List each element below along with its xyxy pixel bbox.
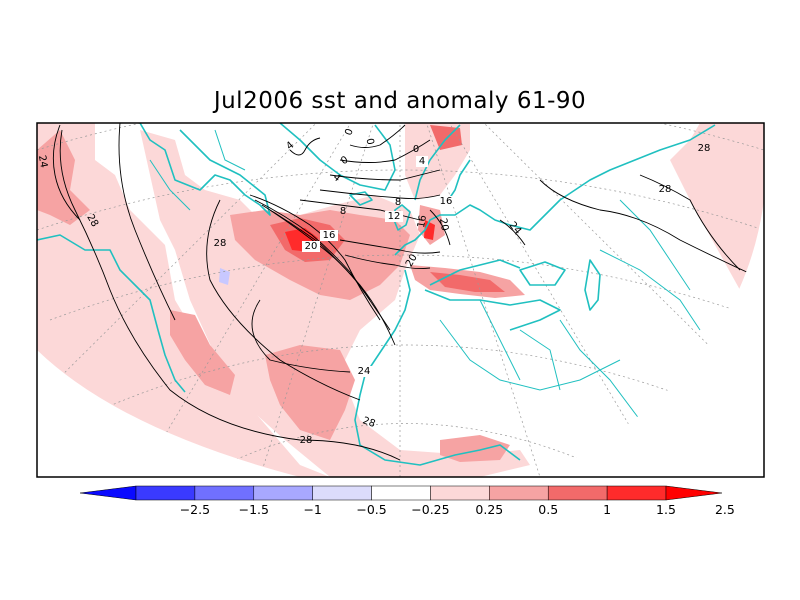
colorbar-tick-label: −1 [303, 502, 321, 517]
colorbar-tick-label: −2.5 [180, 502, 210, 517]
page-title: Jul2006 sst and anomaly 61-90 [213, 88, 587, 114]
contour-label: 28 [698, 143, 711, 154]
colorbar: −2.5 −1.5 −1 −0.5 −0.25 0.25 0.5 1 1.5 2.5 [79, 485, 735, 517]
coast-black-sea [519, 261, 566, 286]
contour-label-text: 24 [507, 220, 524, 237]
colorbar-box [547, 485, 608, 501]
contour-label: 8 [395, 197, 401, 208]
anomaly-region-east [670, 123, 764, 310]
contour-label: 28 [659, 184, 672, 195]
contour-label: 24 [507, 220, 524, 237]
contour-label-text: 12 [388, 211, 401, 222]
colorbar-tick-label: 1.5 [656, 502, 676, 517]
contour-label: 4 [284, 140, 296, 153]
contour-label: 0 [413, 144, 419, 155]
colorbar-tick-label: −0.25 [411, 502, 449, 517]
map-area: 24 28 28 28 28 24 28 28 0 0 0 0 4 4 4 8 … [36, 123, 764, 477]
map-frame [36, 122, 765, 478]
contour-label: 16 [320, 230, 338, 241]
contour-label-text: 16 [323, 230, 336, 241]
contour-label: 20 [302, 241, 320, 252]
contour-label: 0 [339, 154, 350, 167]
sst-contours [52, 123, 764, 461]
contour-label-text: 28 [698, 143, 711, 154]
contour-label-text: 0 [413, 144, 419, 155]
contour-label-text: 28 [361, 415, 377, 430]
coast-caspian [584, 259, 601, 311]
anomaly-region-west-atlantic [37, 123, 330, 477]
anomaly-mid-canary [265, 345, 355, 440]
contour-label: 24 [355, 366, 373, 377]
contour-label-text: 0 [343, 127, 356, 137]
coast-north-america [37, 123, 271, 393]
colorbar-tick-label: −1.5 [239, 502, 269, 517]
colorbar-box [253, 485, 313, 501]
coast-africa [354, 374, 521, 466]
contour-label: 0 [343, 127, 356, 137]
contour-label-text: 20 [305, 241, 318, 252]
colorbar-tick-label: 0.5 [538, 502, 558, 517]
contour-label: 12 [385, 211, 403, 222]
contour-label-text: 4 [284, 140, 296, 153]
contour-labels: 24 28 28 28 28 24 28 28 0 0 0 0 4 4 4 8 … [36, 127, 711, 446]
contour-label: 4 [331, 172, 343, 185]
colorbar-box [606, 485, 667, 501]
contour-label-text: 16 [416, 214, 429, 228]
colorbar-box [489, 485, 549, 501]
contour-label: 8 [340, 206, 346, 217]
contour-label-text: 4 [419, 156, 425, 167]
contour-label: 28 [300, 435, 313, 446]
colorbar-tick-label: 2.5 [715, 502, 735, 517]
contour-label-text: 28 [659, 184, 672, 195]
contour-label-text: 24 [36, 154, 49, 168]
contour-label: 28 [214, 238, 227, 249]
contour-label-text: 0 [363, 137, 375, 145]
anomaly-strong-med [430, 272, 505, 292]
colorbar-tick-label: 1 [603, 502, 611, 517]
anomaly-mid-redsea [440, 435, 510, 462]
coast-europe [394, 124, 716, 256]
contour-label-text: 28 [214, 238, 227, 249]
colorbar-tick-label: 0.25 [475, 502, 503, 517]
coast-mediterranean [424, 259, 561, 331]
projection-mask-right [540, 200, 764, 477]
contour-label: 28 [361, 415, 377, 430]
contour-label-text: 8 [340, 206, 346, 217]
coast-iberia [364, 269, 411, 376]
contour-label: 16 [438, 196, 454, 207]
contour-label-text: 24 [358, 366, 371, 377]
colorbar-arrow-right [665, 485, 723, 501]
contour-label-text: 16 [440, 196, 453, 207]
colorbar-box [430, 485, 490, 501]
colorbar-box [135, 485, 196, 501]
colorbar-box [194, 485, 255, 501]
anomaly-negative-patch [219, 268, 230, 285]
coast-iceland [349, 191, 373, 206]
contour-label-text: 28 [300, 435, 313, 446]
colorbar-tick-label: −0.5 [356, 502, 386, 517]
contour-label: 0 [363, 137, 375, 145]
colorbar-box [371, 485, 431, 501]
contour-label: 20 [437, 217, 450, 231]
contour-label-text: 8 [395, 197, 401, 208]
projection-mask-left [37, 350, 300, 477]
contour-label: 24 [36, 154, 49, 168]
colorbar-arrow-left [79, 485, 137, 501]
borders [149, 129, 701, 421]
contour-label-text: 0 [339, 154, 350, 167]
contour-label-text: 20 [437, 217, 450, 231]
anomaly-mid-south [170, 310, 235, 395]
colorbar-box [312, 485, 372, 501]
contour-label-text: 4 [331, 172, 343, 185]
contour-label: 16 [416, 214, 429, 228]
contour-label: 4 [416, 156, 428, 167]
